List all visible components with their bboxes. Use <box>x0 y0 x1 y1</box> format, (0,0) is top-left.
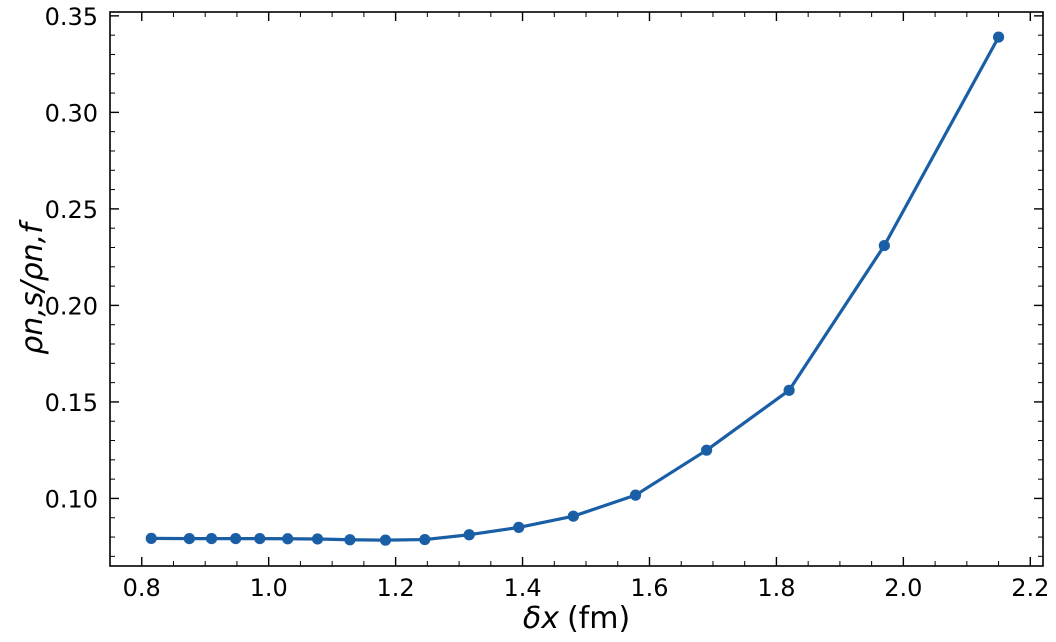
data-point <box>183 532 195 545</box>
data-point <box>783 384 795 396</box>
data-point <box>567 510 579 522</box>
tick-labels: 0.8 1.0 1.2 1.4 1.6 1.8 2.0 2.2 0.10 0.15 0.20 0.25… <box>45 3 1050 602</box>
data-point <box>878 239 890 252</box>
x-tick-label: 1.0 <box>250 574 288 602</box>
plot-frame <box>109 11 1044 567</box>
y-tick-label: 0.20 <box>45 292 98 320</box>
data-point <box>145 532 157 544</box>
data-point <box>629 489 642 501</box>
x-tick-label: 2.2 <box>1011 574 1049 602</box>
x-tick-label: 1.6 <box>630 574 668 602</box>
y-axis-label: ρn,s/ρn,f <box>15 219 50 355</box>
data-point <box>282 533 294 545</box>
x-tick-label: 1.8 <box>757 574 795 602</box>
x-tick-label: 0.8 <box>123 574 161 602</box>
data-point <box>992 31 1005 43</box>
y-tick-label: 0.30 <box>45 99 98 127</box>
data-point <box>513 521 525 533</box>
series-group <box>145 31 1005 546</box>
data-point <box>419 533 431 546</box>
x-axis-label: δx (fm) <box>523 601 630 636</box>
data-point <box>254 532 266 545</box>
y-tick-label: 0.15 <box>45 389 98 417</box>
y-axis-label-text: ρn,s/ρn,f <box>15 219 50 355</box>
data-point <box>379 534 392 546</box>
y-tick-label: 0.35 <box>45 3 98 31</box>
data-point <box>463 529 475 541</box>
data-point <box>344 534 356 546</box>
series-line <box>151 36 1000 542</box>
data-point <box>311 533 324 545</box>
data-point <box>230 532 242 545</box>
axis-ticks <box>109 12 1043 566</box>
x-axis-symbol: δx <box>523 601 559 636</box>
x-axis-unit: (fm) <box>567 601 630 636</box>
x-tick-label: 1.4 <box>503 574 541 602</box>
data-point <box>701 444 713 456</box>
x-tick-label: 2.0 <box>884 574 922 602</box>
y-tick-label: 0.10 <box>45 485 98 513</box>
data-point <box>205 532 218 545</box>
x-tick-label: 1.2 <box>377 574 415 602</box>
y-tick-label: 0.25 <box>45 196 98 224</box>
